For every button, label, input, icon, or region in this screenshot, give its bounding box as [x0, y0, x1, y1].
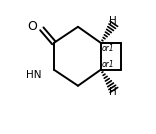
Text: HN: HN — [26, 70, 41, 80]
Text: H: H — [109, 88, 117, 97]
Text: or1: or1 — [102, 60, 115, 69]
Text: H: H — [109, 16, 117, 26]
Text: O: O — [27, 20, 37, 33]
Text: or1: or1 — [102, 44, 115, 53]
